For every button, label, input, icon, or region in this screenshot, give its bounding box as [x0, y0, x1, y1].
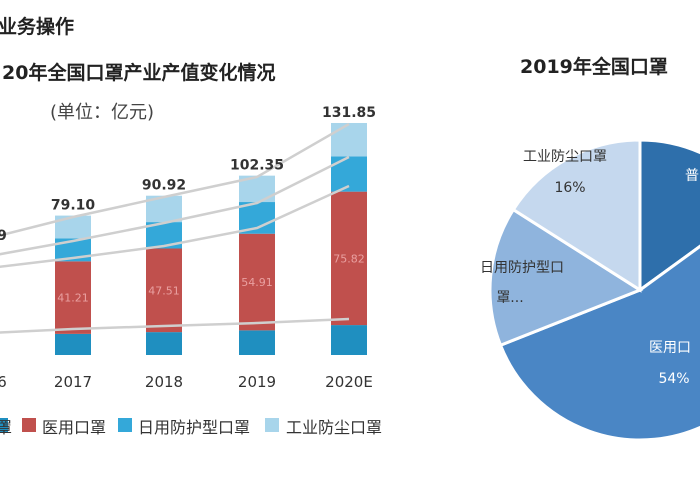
- pie-chart-title: 2019年全国口罩: [520, 56, 668, 78]
- category-tick-label: 2018: [145, 373, 183, 391]
- pie-slice: [488, 207, 644, 348]
- pie-slice-percent: 16%: [554, 180, 585, 196]
- legend-swatch-medical: [22, 418, 36, 432]
- bar-chart-title: 20年全国口罩产业产值变化情况: [2, 62, 276, 84]
- category-tick-label: 2017: [54, 373, 92, 391]
- bar-value-label: 54.91: [241, 276, 273, 289]
- pie-slice: [638, 138, 700, 293]
- trend-line: [0, 122, 350, 237]
- bar-value-label: 41.21: [57, 292, 89, 305]
- header-snippet: 业务操作: [0, 16, 75, 38]
- bar-segment: [55, 333, 91, 355]
- bar-segment: [146, 332, 182, 355]
- category-tick-label: 2020E: [325, 373, 373, 391]
- pie-slice: [511, 138, 642, 293]
- pie-slice-label: 罩...: [496, 290, 523, 306]
- legend-label-medical: 医用口罩: [42, 418, 107, 437]
- trend-line: [0, 184, 350, 269]
- bar-value-label: 47.51: [148, 284, 180, 297]
- legend-swatch-normal: [0, 418, 8, 432]
- pie-slice-label: 日用防护型口: [480, 260, 564, 276]
- bar-total-label: 90.92: [142, 178, 186, 194]
- pie-slice-label: 普: [685, 168, 699, 184]
- bar-segment: [331, 191, 367, 326]
- legend-swatch-daily: [118, 418, 132, 432]
- legend-swatch-industrial: [265, 418, 279, 432]
- bar-value-label: 75.82: [333, 252, 365, 265]
- bar-total-label: 9: [0, 228, 7, 244]
- bar-total-label: 102.35: [230, 158, 284, 174]
- trend-line: [0, 155, 350, 256]
- legend-label-daily: 日用防护型口罩: [138, 418, 251, 437]
- bar-segment: [146, 248, 182, 333]
- pie-slice: [498, 244, 700, 442]
- category-tick-label: 2019: [238, 373, 276, 391]
- bar-segment: [331, 122, 367, 157]
- legend-label-industrial: 工业防尘口罩: [286, 418, 383, 437]
- bar-total-label: 79.10: [51, 198, 96, 214]
- bar-total-label: 131.85: [322, 105, 376, 121]
- pie-slice-label: 工业防尘口罩: [523, 149, 607, 165]
- bar-segment: [55, 215, 91, 239]
- pie-slice-label: 医用口: [649, 340, 691, 356]
- bar-segment: [239, 330, 275, 355]
- pie-slice-percent: 54%: [658, 371, 689, 387]
- bar-segment: [55, 261, 91, 334]
- bar-segment: [331, 325, 367, 355]
- legend-label-normal: 罩: [0, 418, 13, 437]
- bar-segment: [239, 233, 275, 331]
- category-tick-label: 6: [0, 373, 7, 391]
- trend-line: [0, 317, 350, 334]
- bar-chart-subtitle: (单位：亿元): [50, 102, 155, 123]
